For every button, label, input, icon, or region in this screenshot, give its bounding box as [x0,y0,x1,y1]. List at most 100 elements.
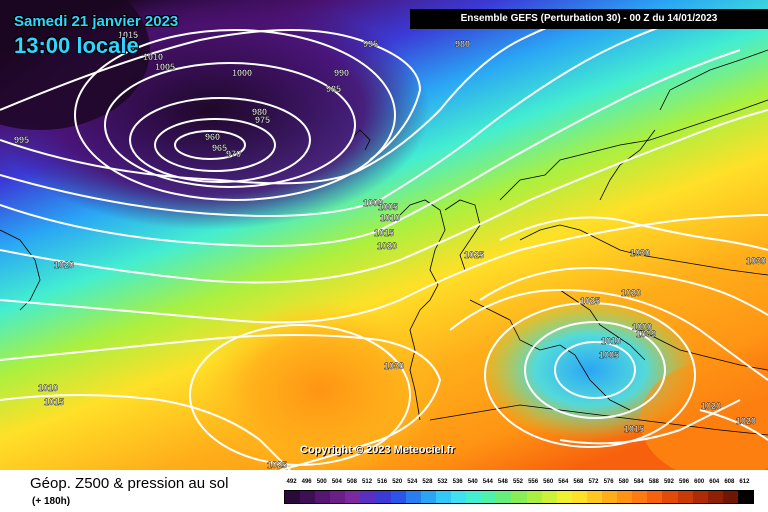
scale-swatch [451,491,467,503]
scale-value-label: 592 [663,479,674,485]
scale-swatch [481,491,497,503]
isobar-label: 1015 [624,424,644,434]
scale-value-label: 516 [377,479,388,485]
scale-value-label: 552 [512,479,524,485]
isobar-label: 1015 [374,228,394,238]
scale-value-label: 608 [724,479,735,485]
isobar-label: 1010 [38,383,58,393]
isobar-label: 990 [334,68,349,78]
isobar-label: 965 [212,143,227,153]
copyright-notice: Copyright © 2023 Meteociel.fr [300,444,455,456]
isobar-label: 995 [363,39,378,49]
scale-value-label: 504 [331,479,342,485]
scale-swatch [556,491,573,503]
color-scale-bar [284,490,754,504]
scale-value-label: 548 [497,479,508,485]
scale-value-label: 596 [679,479,690,485]
forecast-date: Samedi 21 janvier 2023 [14,13,179,30]
scale-value-label: 528 [422,479,433,485]
model-run-banner: Ensemble GEFS (Perturbation 30) - 00 Z d… [410,9,768,29]
isobar-label: 995 [14,135,29,145]
scale-value-label: 584 [633,479,644,485]
isobar-label: 980 [252,107,267,117]
scale-value-label: 564 [558,479,569,485]
scale-swatch [466,491,482,503]
isobar-label: 1020 [54,260,74,270]
scale-value-label: 576 [603,479,614,485]
scale-swatch [405,491,422,503]
isobar-label: 1000 [632,322,652,332]
scale-swatch [390,491,407,503]
scale-swatch [360,491,377,503]
isobar-label: 985 [326,84,341,94]
scale-value-label: 496 [301,479,312,485]
isobar-label: 1005 [378,202,398,212]
scale-value-label: 568 [573,479,584,485]
isobar-label: 1010 [380,213,400,223]
isobar-label: 1030 [630,248,650,258]
isobars [0,9,768,470]
scale-swatch [571,491,588,503]
isobar-label: 1015 [118,30,138,40]
scale-value-label: 572 [588,479,599,485]
subtropical-high-zone [200,300,440,470]
isobar-label: 1020 [701,401,721,411]
scale-swatch [375,491,392,503]
legend-panel: Géop. Z500 & pression au sol (+ 180h) 49… [0,470,768,512]
scale-value-label: 604 [709,479,720,485]
isobar-label: 1030 [384,361,404,371]
scale-value-label: 508 [346,479,357,485]
isobar-label: 1010 [601,336,621,346]
isobar-label: 1009 [636,329,656,339]
isobar-label: 1005 [155,62,175,72]
scale-swatch [617,491,633,503]
scale-swatch [526,491,543,503]
scale-value-label: 580 [618,479,629,485]
color-scale-labels: 492 496 500 504 508 512 516 520 524 528 532 536 540 5… [284,479,754,489]
isobar-label: 1015 [44,397,64,407]
scale-value-label: 500 [316,479,327,485]
scale-swatch [707,491,724,503]
scale-value-label: 600 [694,479,705,485]
scale-swatch [330,491,346,503]
isobar-label: 970 [226,149,241,159]
isobar-label: 1020 [736,416,756,426]
isobar-label: 1020 [621,288,641,298]
scale-swatch [632,491,648,503]
scale-value-label: 492 [286,479,297,485]
scale-value-label: 556 [528,479,539,485]
scale-swatch [692,491,709,503]
scale-value-label: 540 [467,479,478,485]
scale-value-label: 560 [543,479,554,485]
scale-swatch [541,491,558,503]
scale-swatch [647,491,663,503]
deep-low-zone [0,0,150,130]
scale-swatch [496,491,512,503]
isobar-label: 960 [205,132,220,142]
isobar-label: 1010 [143,52,163,62]
scale-value-label: 588 [648,479,659,485]
legend-subtitle: (+ 180h) [32,496,71,507]
scale-swatch [435,491,452,503]
scale-swatch [420,491,437,503]
scale-value-label: 524 [407,479,418,485]
legend-title: Géop. Z500 & pression au sol [30,475,229,492]
scale-value-label: 536 [452,479,463,485]
isobar-label: 1000 [232,68,252,78]
isobar-label: 1025 [267,460,287,470]
scale-swatch [662,491,678,503]
scale-swatch [586,491,603,503]
isobar-label: 1020 [377,241,397,251]
scale-value-label: 544 [482,479,493,485]
isobar-label: 1000 [363,198,383,208]
scale-value-label: 532 [437,479,448,485]
scale-swatch [285,491,301,503]
isobar-label: 1005 [599,350,619,360]
southeast-warm-zone [640,360,768,470]
scale-value-label: 512 [362,479,373,485]
scale-swatch [722,491,739,503]
scale-value-label: 520 [392,479,403,485]
scale-swatch [345,491,361,503]
